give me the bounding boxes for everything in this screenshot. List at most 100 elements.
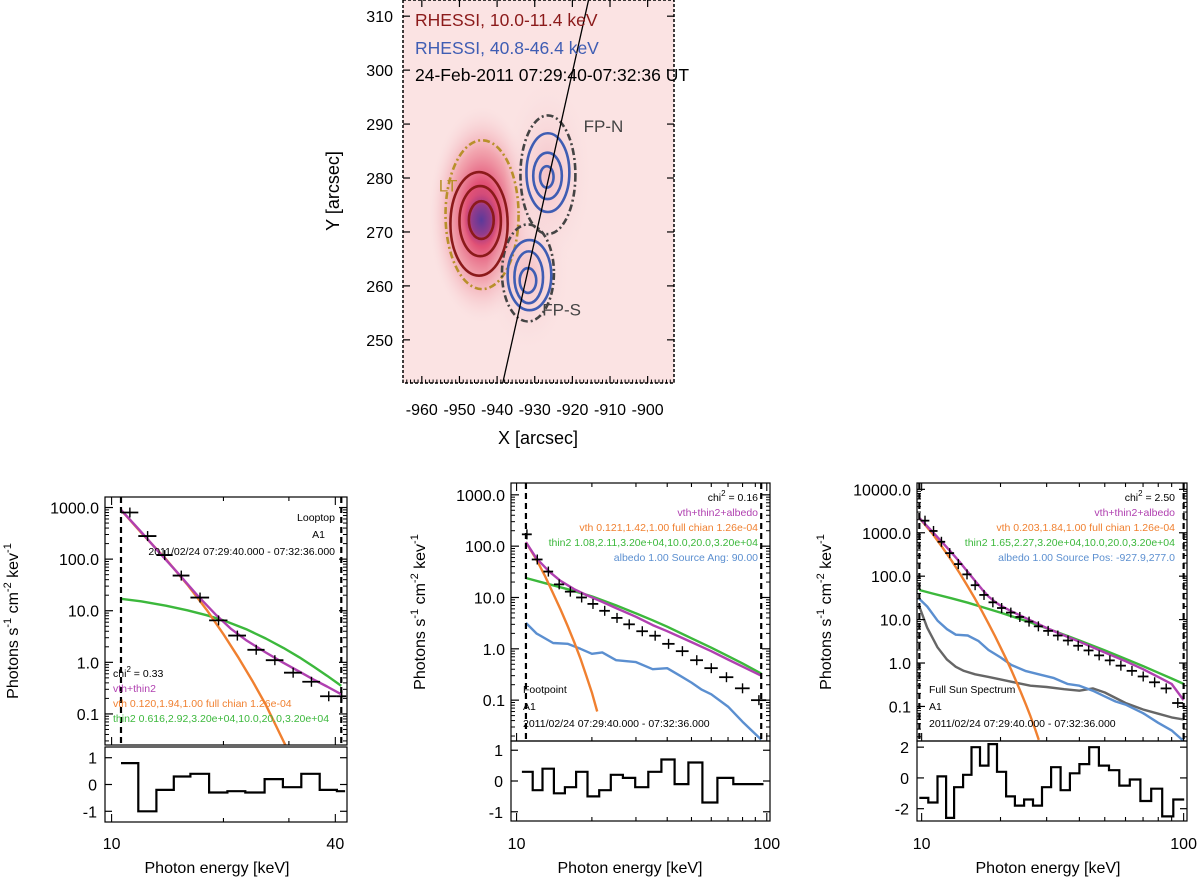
fpn-contour: [525, 131, 571, 214]
spectrum-fullsun-plot: 0.1 1.0 10.0 100.0 1000.0 10000.0 Full Sun Spe…: [853, 482, 1188, 821]
spectrum-info-line: Looptop: [297, 512, 335, 524]
legend-chi2: chi2 = 0.33: [113, 665, 163, 680]
legend-thin2: thin2 0.616,2.92,3.20e+04,10.0,20.0,3.20…: [113, 713, 329, 725]
map-xtick-label: -940: [481, 402, 513, 419]
source-outlines: [444, 114, 577, 323]
spectrum-ytick-label: 0.1: [889, 699, 911, 716]
spectrum-looptop-xlabel: Photon energy [keV]: [145, 860, 290, 877]
spectrum-info-line: 2011/02/24 07:29:40.000 - 07:32:36.000: [148, 546, 335, 558]
spectrum-info-line: A1: [312, 529, 325, 541]
map-ytick-label: 300: [366, 63, 393, 80]
spectrum-footpoint-labels: Photon energy [keV] Photons s-1 cm-2 kev…: [409, 534, 702, 877]
series-albedo: [525, 622, 763, 741]
spectrum-info-line: A1: [523, 701, 536, 713]
label-fp-s: FP-S: [542, 301, 581, 320]
legend-chi-value: = 0.16: [726, 492, 759, 504]
spectrum-xtick-label: 10: [508, 836, 526, 853]
label-fp-n: FP-N: [584, 117, 624, 136]
map-ytick-label: 260: [366, 279, 393, 296]
legend-chi-text: chi: [708, 492, 721, 504]
residual-footpoint-plot: 10-110 100: [489, 740, 780, 853]
residual-steps: [121, 762, 346, 813]
series-total: [524, 541, 762, 677]
legend-chi-value: = 0.33: [131, 668, 164, 680]
spectrum-footpoint-xlabel: Photon energy [keV]: [558, 860, 703, 877]
legend-albedo: albedo 1.00 Source Pos: -927.9,277.0: [998, 552, 1175, 564]
spectrum-ytick-label: 0.1: [77, 707, 99, 724]
spectrum-ytick-label: 10.0: [880, 613, 911, 630]
residual-ytick-label: 0: [900, 771, 909, 788]
legend-vth: vth 0.203,1.84,1.00 full chian 1.26e-04: [996, 522, 1175, 534]
spectrum-fullsun-xlabel: Photon energy [keV]: [976, 860, 1121, 877]
residual-frame: [510, 740, 771, 822]
spectrum-ytick-label: 100.0: [465, 539, 505, 556]
legend-nonthermal: RHESSI, 40.8-46.4 keV: [415, 38, 599, 58]
map-axes: -960 -950 -940 -930 -920 -910 -900 250 260 270 280…: [366, 0, 675, 419]
image-map-panel: -960 -950 -940 -930 -920 -910 -900 250 260 270 280…: [323, 0, 689, 448]
residual-histogram: [121, 762, 346, 813]
spectrum-xtick-label: 100: [1170, 836, 1197, 853]
map-xtick-label: -910: [594, 402, 626, 419]
thermal-contour: [449, 170, 509, 277]
map-time-label: 24-Feb-2011 07:29:40-07:32:36 UT: [415, 65, 689, 85]
residual-steps: [919, 743, 1185, 819]
neutral-line: [502, 0, 590, 383]
map-ytick-label: 280: [366, 171, 393, 188]
series-albedo: [918, 598, 1185, 741]
residual-ytick-label: -1: [489, 805, 503, 822]
series-thin2: [525, 576, 762, 675]
spectrum-looptop-ylabel: Photons s-1 cm-2 kev-1: [2, 543, 22, 699]
source-contours: [449, 131, 571, 312]
spectrum-ytick-label: 1.0: [77, 655, 99, 672]
legend-chi-text: chi: [1125, 492, 1138, 504]
map-ytick-label: 310: [366, 9, 393, 26]
spectrum-ytick-label: 1.0: [889, 656, 911, 673]
spectrum-panel-looptop: 0.1 1.0 10.0 100.0 1000.0 Looptop A1 2011/02/24…: [2, 496, 348, 877]
map-xtick-label: -960: [406, 402, 438, 419]
spectrum-ytick-label: 100.0: [871, 569, 911, 586]
spectrum-xtick-label: 10: [103, 836, 121, 853]
legend-fit: vth+thin2: [113, 683, 156, 695]
legend-chi-sup: 2: [1138, 489, 1143, 498]
map-ytick-label: 250: [366, 333, 393, 350]
series-vth: [918, 517, 1040, 741]
residual-ytick-label: 1: [494, 743, 503, 760]
residual-ytick-label: -2: [895, 802, 909, 819]
residual-ytick-label: 0: [88, 778, 97, 795]
map-xlabel: X [arcsec]: [498, 428, 578, 448]
spectrum-ytick-label: 1000.0: [50, 501, 99, 518]
spectrum-ytick-label: 1000.0: [862, 526, 911, 543]
spectrum-ytick-label: 1000.0: [456, 488, 505, 505]
legend-chi-value: = 2.50: [1143, 492, 1176, 504]
map-xtick-label: -920: [556, 402, 588, 419]
legend-chi-sup: 2: [126, 665, 131, 674]
legend-vth: vth 0.121,1.42,1.00 full chian 1.26e-04: [579, 522, 758, 534]
map-ytick-label: 270: [366, 225, 393, 242]
spectrum-looptop-plot: 0.1 1.0 10.0 100.0 1000.0 Looptop A1 2011/02/24…: [50, 496, 348, 822]
map-xtick-label: -900: [632, 402, 664, 419]
spectrum-panel-footpoint: 0.1 1.0 10.0 100.0 1000.0 Footpoint A1 2011/02/…: [409, 482, 780, 877]
legend-thin2: thin2 1.65,2.27,3.20e+04,10.0,20.0,3.20e…: [965, 537, 1175, 549]
residual-frame: [916, 740, 1188, 822]
residual-steps: [521, 758, 764, 804]
residual-ytick-label: -1: [83, 804, 97, 821]
fps-contour: [513, 250, 545, 305]
spectrum-ytick-label: 1.0: [483, 642, 505, 659]
spectrum-footpoint-plot: 0.1 1.0 10.0 100.0 1000.0 Footpoint A1 2011/02/…: [456, 482, 771, 821]
legend-chi-text: chi: [113, 668, 126, 680]
spectrum-ytick-label: 10.0: [68, 604, 99, 621]
legend-vth: vth 0.120,1.94,1.00 full chian 1.26e-04: [113, 698, 292, 710]
thermal-contour: [467, 199, 496, 241]
map-ytick-label: 290: [366, 117, 393, 134]
series-total: [120, 509, 342, 696]
residual-ytick-label: 2: [900, 740, 909, 757]
spectrum-ytick-label: 10000.0: [853, 482, 911, 499]
fpn-outline: [519, 114, 577, 236]
spectrum-footpoint-ylabel: Photons s-1 cm-2 kev-1: [409, 534, 429, 690]
spectrum-frame: [104, 496, 348, 746]
legend-fit: vth+thin2+albedo: [1094, 507, 1175, 519]
legend-thin2: thin2 1.08,2.11,3.20e+04,10.0,20.0,3.20e…: [549, 537, 759, 549]
residual-ytick-label: 1: [88, 751, 97, 768]
legend-chi2: chi2 = 2.50: [1125, 489, 1175, 504]
